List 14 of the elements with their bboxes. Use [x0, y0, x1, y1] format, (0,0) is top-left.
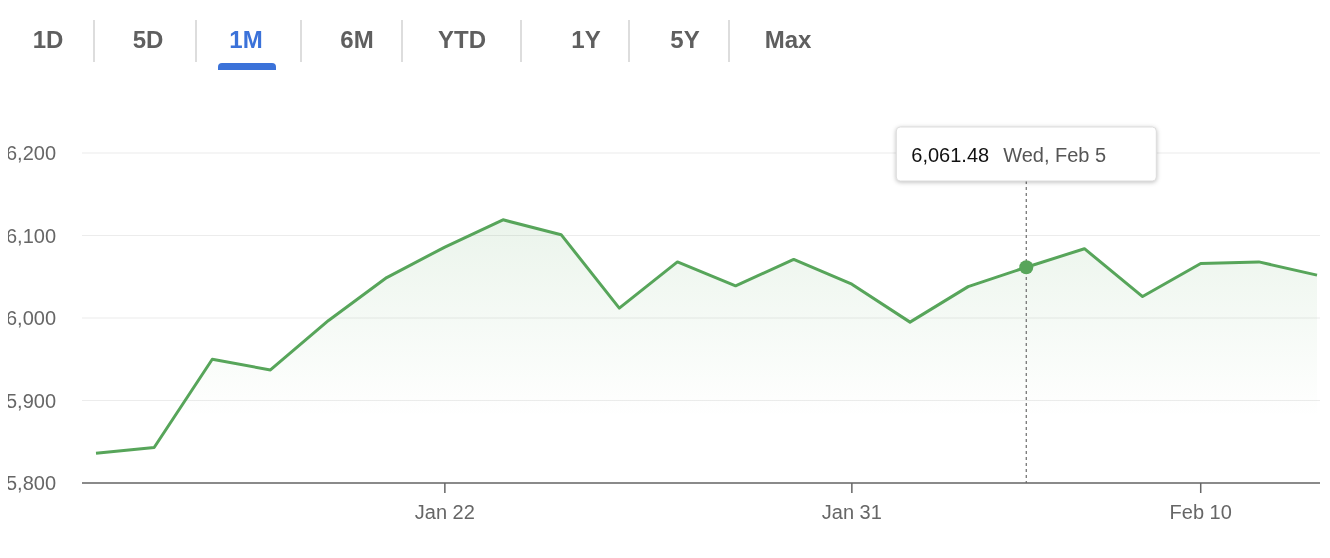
text: 1Y [570, 26, 602, 54]
x-tick-label: Jan 22 [414, 501, 475, 523]
text: 1M [228, 26, 264, 54]
text: YTD [437, 26, 487, 54]
annotation: 6,061.48 [911, 144, 990, 166]
text: 1D [31, 26, 65, 54]
text: 6M [339, 26, 375, 54]
text: 5D [131, 26, 165, 54]
annotation: Wed, Feb 5 [1003, 144, 1107, 166]
text: 5Y [669, 26, 701, 54]
x-tick-label: Jan 31 [821, 501, 882, 523]
x-tick-label: Feb 10 [1169, 501, 1232, 523]
text: Max [763, 26, 813, 54]
hover-tooltip: 6,061.48 Wed, Feb 5 [895, 126, 1157, 484]
